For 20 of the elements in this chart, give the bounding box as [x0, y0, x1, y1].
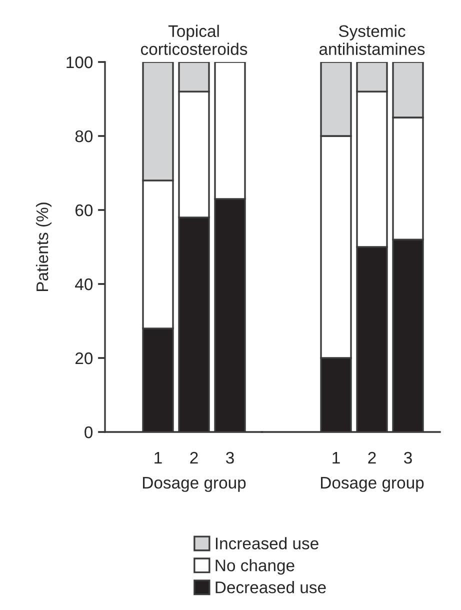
y-tick-label: 100 [66, 56, 93, 68]
x-axis-title: Dosage group [143, 477, 246, 492]
chart-title: Systemic antihistamines [319, 24, 425, 56]
x-tick-label: 1 [154, 452, 162, 464]
x-tick-label: 3 [226, 452, 234, 464]
legend-label: No change [216, 559, 294, 575]
y-tick-label: 80 [75, 130, 93, 142]
legend-label: Decreased use [216, 581, 326, 594]
y-tick-label: 60 [76, 204, 93, 216]
legend-label: Increased use [216, 537, 318, 550]
y-axis-title: Patients (%) [36, 202, 52, 292]
x-tick-label: 2 [190, 452, 198, 464]
x-axis-title: Dosage group [321, 477, 424, 492]
x-tick-label: 1 [332, 452, 340, 464]
y-tick-label: 20 [75, 352, 93, 364]
chart-title: Topical corticosteroids [140, 24, 248, 56]
y-tick-label: 40 [75, 278, 93, 290]
y-tick-label: 0 [84, 426, 93, 438]
x-tick-label: 2 [368, 452, 376, 464]
x-tick-label: 3 [404, 452, 412, 464]
